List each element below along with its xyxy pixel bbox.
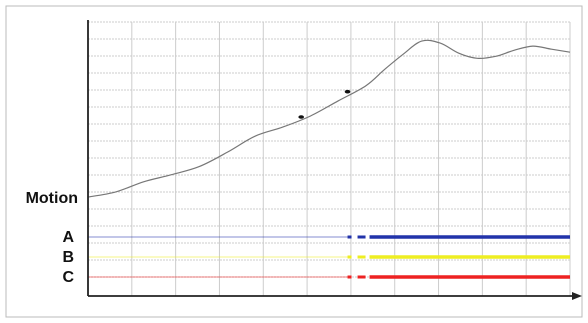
motion-marker [298,115,304,119]
grid [88,21,571,296]
channel-label: B [62,249,74,266]
motion-marker [344,89,351,94]
chart-frame [5,5,583,318]
motion-markers [298,89,351,119]
channel-labels: ABC [62,229,74,286]
axes [87,20,582,300]
channel-label: C [62,269,74,286]
motion-label: Motion [26,190,78,207]
motion-series-line [87,39,571,198]
channel-label: A [62,229,74,246]
x-axis-arrowhead [572,292,582,300]
channel-lines [88,235,570,279]
